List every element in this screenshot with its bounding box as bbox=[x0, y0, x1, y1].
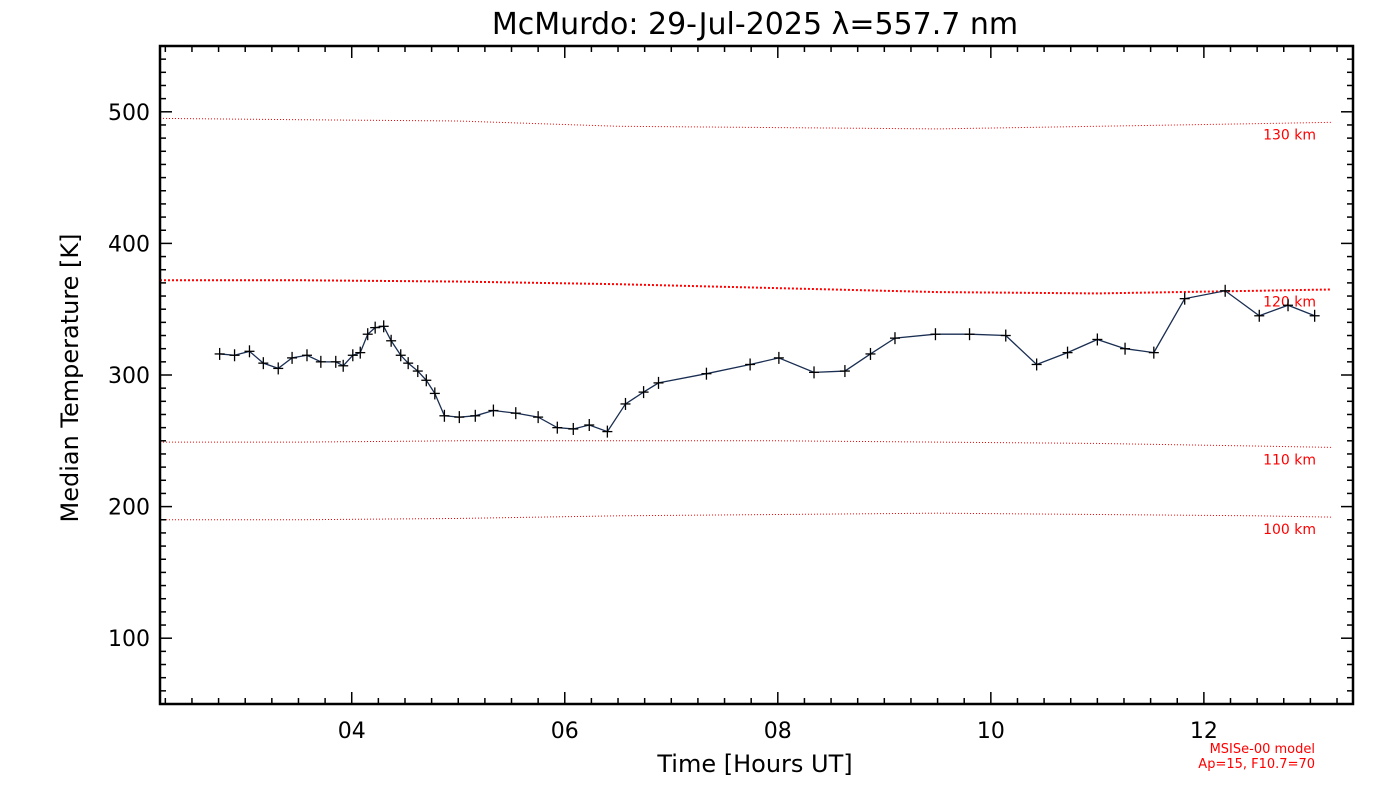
data-point bbox=[1148, 346, 1159, 359]
data-point bbox=[1062, 346, 1073, 359]
data-point bbox=[510, 407, 521, 420]
data-point bbox=[638, 386, 649, 399]
chart-title: McMurdo: 29-Jul-2025 λ=557.7 nm bbox=[492, 7, 1018, 42]
reference-line-130km bbox=[159, 117, 1332, 130]
y-tick-label: 500 bbox=[108, 101, 150, 126]
data-point bbox=[273, 362, 284, 375]
data-point bbox=[552, 421, 563, 434]
model-reference-lines: 130 km 120 km 110 km 100 km bbox=[159, 117, 1332, 538]
data-point bbox=[930, 328, 941, 341]
reference-line-110km bbox=[160, 440, 1332, 448]
y-tick-label: 300 bbox=[108, 364, 150, 389]
data-point bbox=[370, 321, 381, 334]
data-point bbox=[568, 422, 579, 435]
data-point bbox=[1179, 292, 1190, 305]
data-point bbox=[773, 351, 784, 364]
plot-frame bbox=[158, 44, 1355, 706]
data-point bbox=[865, 347, 876, 360]
data-point bbox=[429, 387, 440, 400]
data-point bbox=[1000, 329, 1011, 342]
data-point bbox=[315, 355, 326, 368]
data-point bbox=[964, 328, 975, 341]
data-point bbox=[347, 349, 358, 362]
data-point bbox=[470, 409, 481, 422]
data-point bbox=[301, 349, 312, 362]
reference-line-100km bbox=[160, 512, 1332, 521]
data-point bbox=[378, 320, 389, 333]
data-point bbox=[1092, 333, 1103, 346]
data-point bbox=[1031, 358, 1042, 371]
data-point bbox=[338, 359, 349, 372]
data-point bbox=[386, 334, 397, 347]
data-point bbox=[244, 345, 255, 358]
reference-label-130km: 130 km bbox=[1263, 127, 1316, 143]
data-point bbox=[439, 409, 450, 422]
reference-label-110km: 110 km bbox=[1263, 452, 1316, 468]
data-point bbox=[889, 332, 900, 345]
data-point bbox=[701, 367, 712, 380]
data-point bbox=[1309, 309, 1320, 322]
y-axis-label: Median Temperature [K] bbox=[56, 233, 84, 522]
y-tick-label: 100 bbox=[108, 627, 150, 652]
data-point bbox=[454, 411, 465, 424]
data-point bbox=[488, 404, 499, 417]
data-point bbox=[355, 346, 366, 359]
data-point bbox=[1220, 284, 1231, 297]
y-tick-label: 200 bbox=[108, 496, 150, 521]
data-point bbox=[584, 419, 595, 432]
data-point bbox=[362, 328, 373, 341]
data-point bbox=[395, 349, 406, 362]
data-point bbox=[653, 376, 664, 389]
data-point bbox=[412, 365, 423, 378]
data-point bbox=[403, 357, 414, 370]
data-point bbox=[258, 357, 269, 370]
data-point bbox=[1283, 299, 1294, 312]
data-point bbox=[602, 425, 613, 438]
x-tick-label: 08 bbox=[764, 719, 792, 744]
x-tick-label: 12 bbox=[1190, 719, 1218, 744]
data-point bbox=[620, 397, 631, 410]
temperature-series bbox=[214, 284, 1320, 438]
data-point bbox=[1120, 342, 1131, 355]
model-note: MSISe-00 model bbox=[1210, 742, 1315, 757]
reference-line-120km bbox=[160, 279, 1332, 295]
data-point bbox=[421, 374, 432, 387]
data-point bbox=[533, 411, 544, 424]
data-point bbox=[839, 365, 850, 378]
axis-ticks: 04 06 08 10 12 100 200 300 400 500 bbox=[108, 45, 1353, 744]
model-params-note: Ap=15, F10.7=70 bbox=[1198, 757, 1315, 772]
x-tick-label: 06 bbox=[551, 719, 579, 744]
x-tick-label: 10 bbox=[977, 719, 1005, 744]
data-point bbox=[287, 351, 298, 364]
series-line bbox=[219, 290, 1315, 433]
reference-label-120km: 120 km bbox=[1263, 294, 1316, 310]
reference-label-100km: 100 km bbox=[1263, 522, 1316, 538]
data-point bbox=[809, 366, 820, 379]
data-point bbox=[229, 349, 240, 362]
x-tick-label: 04 bbox=[338, 719, 366, 744]
y-tick-label: 400 bbox=[108, 232, 150, 257]
data-point bbox=[745, 358, 756, 371]
data-point bbox=[1254, 309, 1265, 322]
data-point bbox=[330, 355, 341, 368]
x-axis-label: Time [Hours UT] bbox=[656, 750, 852, 778]
data-point bbox=[214, 347, 225, 360]
